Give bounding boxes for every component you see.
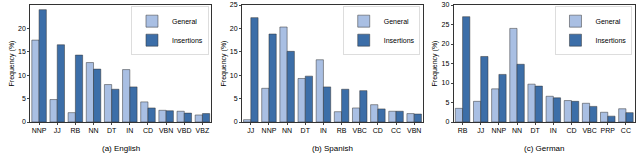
svg-text:15: 15 — [230, 48, 238, 55]
svg-text:Insertions: Insertions — [172, 37, 203, 44]
svg-text:Insertions: Insertions — [595, 37, 626, 44]
svg-text:General: General — [595, 18, 620, 25]
svg-text:RB: RB — [458, 127, 468, 134]
svg-text:IN: IN — [550, 127, 557, 134]
svg-text:RB: RB — [337, 127, 347, 134]
svg-text:General: General — [384, 18, 409, 25]
svg-text:General: General — [172, 18, 197, 25]
svg-text:VBC: VBC — [582, 127, 596, 134]
svg-text:VBC: VBC — [353, 127, 367, 134]
svg-text:Frequency (%): Frequency (%) — [8, 41, 16, 87]
svg-text:CD: CD — [373, 127, 383, 134]
svg-text:RB: RB — [71, 127, 81, 134]
svg-text:JJ: JJ — [54, 127, 61, 134]
svg-text:PRP: PRP — [601, 127, 616, 134]
svg-text:CC: CC — [391, 127, 401, 134]
svg-text:30: 30 — [442, 1, 450, 8]
svg-text:0: 0 — [234, 118, 238, 125]
svg-text:Frequency (%): Frequency (%) — [431, 41, 439, 87]
svg-text:10: 10 — [18, 72, 26, 79]
svg-text:15: 15 — [18, 48, 26, 55]
svg-text:CD: CD — [566, 127, 576, 134]
svg-text:(a) English: (a) English — [102, 144, 140, 153]
svg-text:NNP: NNP — [32, 127, 47, 134]
svg-text:Insertions: Insertions — [384, 37, 415, 44]
svg-text:DT: DT — [531, 127, 541, 134]
svg-text:10: 10 — [442, 79, 450, 86]
svg-text:DT: DT — [301, 127, 311, 134]
svg-text:5: 5 — [445, 99, 449, 106]
svg-text:NNP: NNP — [262, 127, 277, 134]
svg-text:DT: DT — [107, 127, 117, 134]
svg-text:15: 15 — [442, 60, 450, 67]
svg-text:NN: NN — [512, 127, 522, 134]
svg-text:20: 20 — [442, 40, 450, 47]
svg-text:0: 0 — [22, 118, 26, 125]
svg-text:5: 5 — [234, 95, 238, 102]
svg-text:(b) Spanish: (b) Spanish — [312, 144, 353, 153]
svg-text:VBZ: VBZ — [196, 127, 210, 134]
svg-text:NN: NN — [88, 127, 98, 134]
svg-text:VBD: VBD — [177, 127, 191, 134]
svg-text:0: 0 — [445, 118, 449, 125]
svg-text:JJ: JJ — [247, 127, 254, 134]
svg-text:CD: CD — [143, 127, 153, 134]
svg-text:JJ: JJ — [477, 127, 484, 134]
svg-text:CC: CC — [621, 127, 631, 134]
svg-text:VBN: VBN — [159, 127, 173, 134]
svg-text:5: 5 — [22, 95, 26, 102]
svg-text:20: 20 — [18, 25, 26, 32]
svg-text:NN: NN — [282, 127, 292, 134]
svg-text:NNP: NNP — [491, 127, 506, 134]
svg-text:VBN: VBN — [407, 127, 421, 134]
svg-text:25: 25 — [230, 1, 238, 8]
svg-text:(c) German: (c) German — [524, 144, 564, 153]
svg-text:20: 20 — [230, 25, 238, 32]
svg-text:25: 25 — [442, 21, 450, 28]
svg-text:IN: IN — [126, 127, 133, 134]
svg-text:IN: IN — [320, 127, 327, 134]
svg-text:Frequency (%): Frequency (%) — [220, 41, 228, 87]
svg-text:10: 10 — [230, 72, 238, 79]
